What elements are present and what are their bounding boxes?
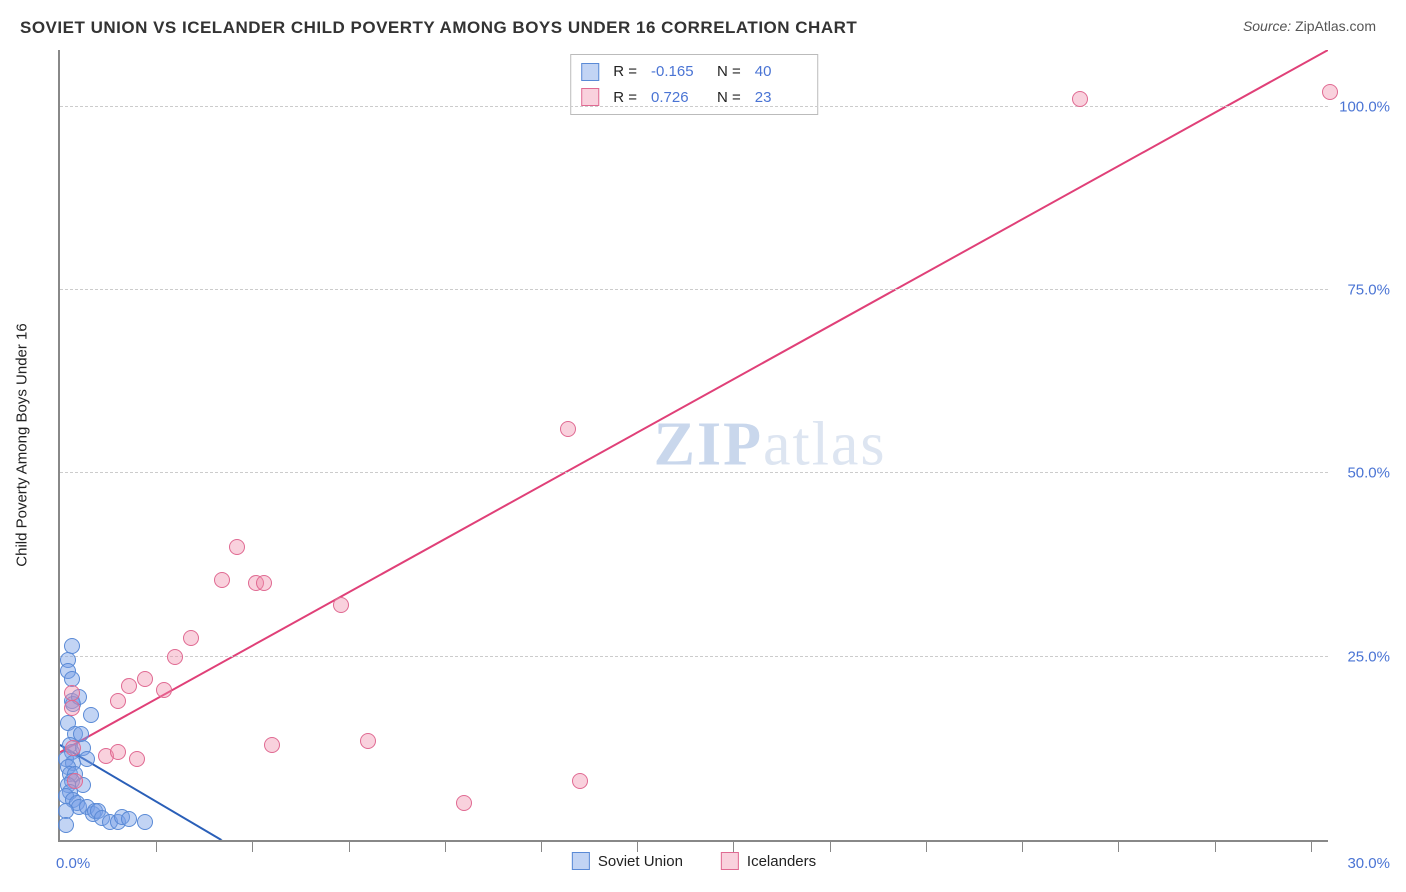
data-point	[1322, 84, 1338, 100]
source-label: Source:	[1243, 18, 1291, 34]
n-label: N =	[717, 59, 741, 85]
r-value-soviet: -0.165	[651, 59, 703, 85]
y-tick-label: 100.0%	[1339, 98, 1390, 115]
data-point	[129, 751, 145, 767]
data-point	[83, 707, 99, 723]
data-point	[121, 811, 137, 827]
chart-title: SOVIET UNION VS ICELANDER CHILD POVERTY …	[20, 18, 857, 38]
legend-item-icelanders: Icelanders	[721, 852, 816, 870]
gridline	[60, 472, 1328, 473]
data-point	[64, 685, 80, 701]
x-tick	[1118, 840, 1119, 852]
data-point	[73, 726, 89, 742]
n-value-soviet: 40	[755, 59, 807, 85]
source-attribution: Source: ZipAtlas.com	[1243, 18, 1376, 34]
data-point	[360, 733, 376, 749]
legend-item-soviet: Soviet Union	[572, 852, 683, 870]
gridline	[60, 656, 1328, 657]
data-point	[572, 773, 588, 789]
series-name-soviet: Soviet Union	[598, 853, 683, 870]
swatch-icelanders	[581, 88, 599, 106]
data-point	[167, 649, 183, 665]
data-point	[333, 597, 349, 613]
data-point	[256, 575, 272, 591]
data-point	[58, 803, 74, 819]
data-point	[67, 773, 83, 789]
data-point	[58, 817, 74, 833]
data-point	[1072, 91, 1088, 107]
x-tick	[349, 840, 350, 852]
y-axis-label: Child Poverty Among Boys Under 16	[14, 323, 31, 566]
x-tick	[1215, 840, 1216, 852]
gridline	[60, 289, 1328, 290]
x-tick	[637, 840, 638, 852]
x-tick	[926, 840, 927, 852]
trend-lines	[60, 50, 1328, 840]
y-tick-label: 75.0%	[1347, 282, 1390, 299]
x-tick	[1022, 840, 1023, 852]
data-point	[264, 737, 280, 753]
chart-container: Child Poverty Among Boys Under 16 ZIPatl…	[58, 50, 1393, 870]
data-point	[137, 814, 153, 830]
data-point	[64, 671, 80, 687]
swatch-icon	[721, 852, 739, 870]
x-tick	[830, 840, 831, 852]
x-max-label: 30.0%	[1347, 855, 1390, 872]
x-tick	[445, 840, 446, 852]
watermark: ZIPatlas	[654, 410, 887, 481]
r-label: R =	[613, 59, 637, 85]
x-tick	[1311, 840, 1312, 852]
x-tick	[252, 840, 253, 852]
data-point	[110, 693, 126, 709]
x-tick	[541, 840, 542, 852]
source-value: ZipAtlas.com	[1295, 18, 1376, 34]
data-point	[65, 740, 81, 756]
swatch-icon	[572, 852, 590, 870]
data-point	[137, 671, 153, 687]
y-tick-label: 25.0%	[1347, 648, 1390, 665]
x-tick	[156, 840, 157, 852]
y-tick-label: 50.0%	[1347, 465, 1390, 482]
data-point	[121, 678, 137, 694]
data-point	[560, 421, 576, 437]
data-point	[79, 751, 95, 767]
data-point	[64, 700, 80, 716]
data-point	[214, 572, 230, 588]
plot-area: Child Poverty Among Boys Under 16 ZIPatl…	[58, 50, 1328, 842]
legend-row-soviet: R = -0.165 N = 40	[581, 59, 807, 85]
data-point	[64, 638, 80, 654]
data-point	[110, 744, 126, 760]
x-tick	[733, 840, 734, 852]
data-point	[156, 682, 172, 698]
data-point	[229, 539, 245, 555]
swatch-soviet	[581, 63, 599, 81]
data-point	[183, 630, 199, 646]
series-legend: Soviet Union Icelanders	[572, 852, 816, 870]
series-name-icelanders: Icelanders	[747, 853, 816, 870]
gridline	[60, 106, 1328, 107]
x-min-label: 0.0%	[56, 855, 90, 872]
data-point	[456, 795, 472, 811]
